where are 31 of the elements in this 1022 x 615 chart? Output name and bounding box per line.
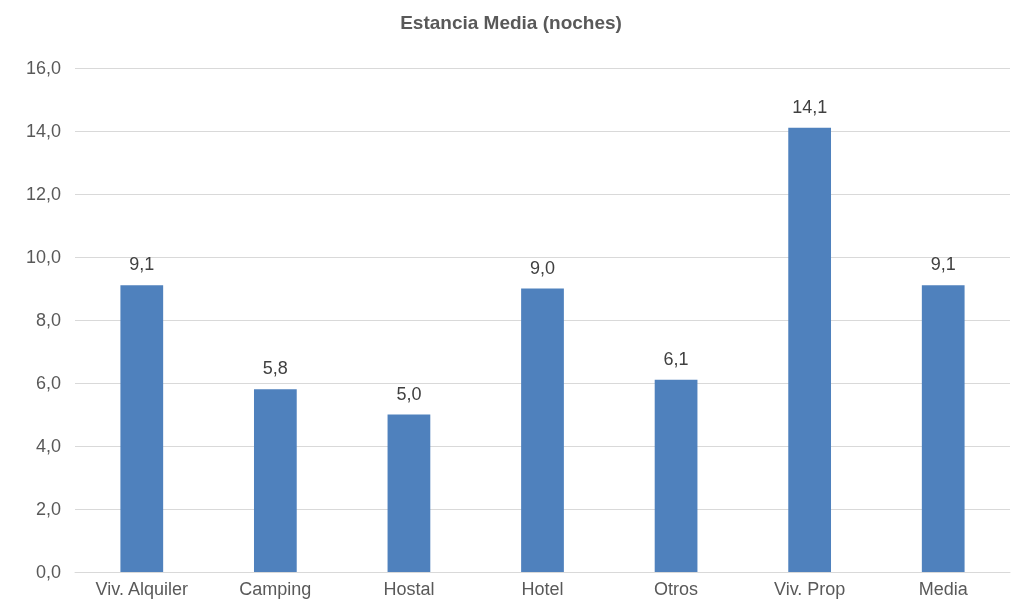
data-label: 5,8: [262, 358, 288, 379]
x-tick-label: Camping: [239, 579, 312, 599]
x-tick-label: Viv. Alquiler: [95, 579, 188, 599]
x-tick-label: Otros: [654, 579, 699, 599]
y-tick-label: 14,0: [25, 121, 61, 141]
y-tick-label: 12,0: [25, 184, 61, 204]
x-tick-label: Viv. Prop: [773, 579, 846, 599]
chart-title: Estancia Media (noches): [400, 12, 622, 33]
data-label: 5,0: [396, 383, 422, 404]
x-tick-label: Hotel: [521, 579, 564, 599]
data-label: 14,1: [792, 96, 828, 117]
y-tick-label: 16,0: [25, 58, 61, 78]
data-label: 9,1: [129, 254, 155, 275]
y-tick-label: 6,0: [35, 373, 61, 393]
x-tick-label: Hostal: [383, 579, 435, 599]
y-tick-label: 8,0: [35, 310, 61, 330]
data-label: 6,1: [663, 348, 689, 369]
bar: [921, 285, 965, 572]
x-tick-label: Media: [918, 579, 969, 599]
y-tick-label: 0,0: [35, 562, 61, 582]
bar: [120, 285, 164, 572]
bar: [387, 414, 431, 572]
y-tick-label: 10,0: [25, 247, 61, 267]
y-tick-label: 2,0: [35, 499, 61, 519]
bar: [654, 379, 698, 572]
data-label: 9,1: [930, 254, 956, 275]
bar: [253, 389, 297, 572]
y-tick-label: 4,0: [35, 436, 61, 456]
bar: [788, 127, 832, 572]
bar: [521, 288, 564, 572]
data-label: 9,0: [529, 257, 556, 278]
